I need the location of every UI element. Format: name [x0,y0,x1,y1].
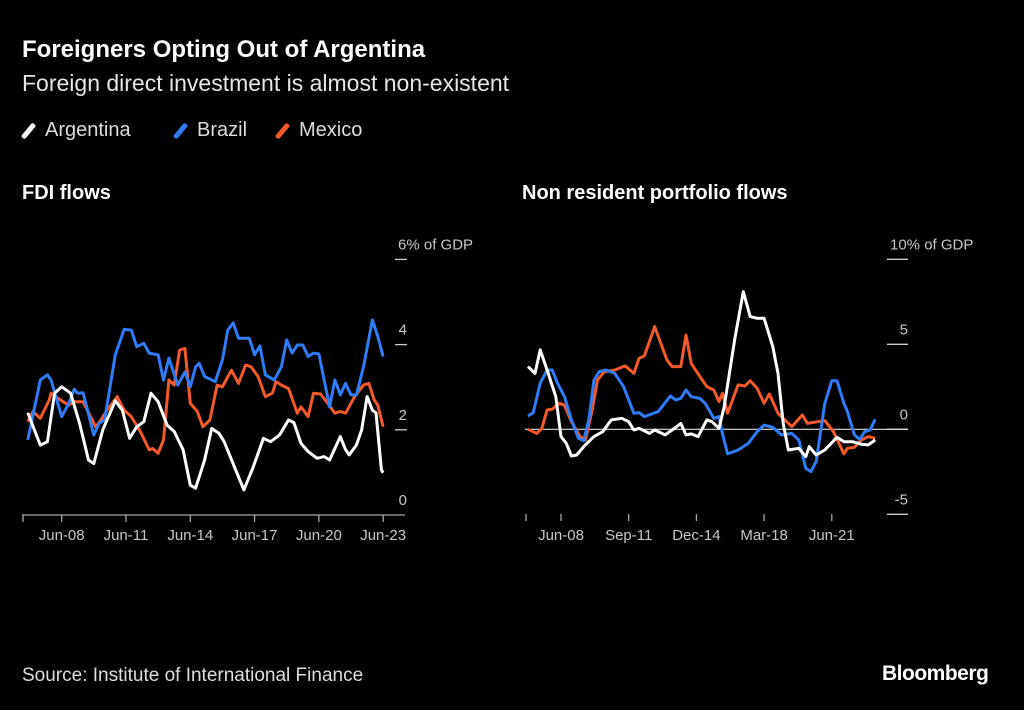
y-tick-label: 5 [900,321,908,338]
x-tick-label: Jun-23 [360,527,406,544]
series-line-brazil [26,318,385,441]
source-note: Source: Institute of International Finan… [22,665,364,686]
y-tick-label: 6% of GDP [398,236,473,253]
x-tick-label: Mar-18 [740,527,788,544]
bloomberg-logo: Bloomberg [882,662,989,685]
legend-label: Brazil [197,119,248,141]
x-tick-label: Jun-20 [296,527,342,544]
chart-title: Foreigners Opting Out of Argentina [22,36,426,63]
legend-label: Mexico [299,119,363,141]
x-tick-label: Dec-14 [672,527,720,544]
fdi-chart: 0 2 4 6% of GDP Jun-08 Jun-11 Jun-14 Jun-17 Jun-… [22,236,473,544]
legend-item-brazil: Brazil [172,119,248,142]
chart-subtitle: Foreign direct investment is almost non-… [22,70,510,96]
series-line-argentina [26,385,385,492]
series-line-mexico [527,325,876,456]
x-tick-label: Jun-08 [39,527,85,544]
fdi-chart-title: FDI flows [22,182,111,204]
x-tick-label: Jun-08 [538,527,584,544]
x-tick-label: Jun-14 [167,527,213,544]
y-tick-label: -5 [895,491,908,508]
legend-label: Argentina [45,119,131,141]
y-tick-label: 4 [399,322,407,339]
portfolio-chart: -5 0 5 10% of GDP Jun-08 Sep-11 Dec-14 Mar-18 Ju… [525,236,973,544]
x-tick-label: Sep-11 [605,527,652,544]
x-tick-label: Jun-21 [809,527,855,544]
x-tick-label: Jun-17 [232,527,278,544]
portfolio-chart-title: Non resident portfolio flows [522,182,788,204]
series-line-argentina [526,290,877,459]
y-tick-label: 2 [399,407,407,424]
legend-item-mexico: Mexico [274,119,363,142]
y-tick-label: 0 [900,406,908,423]
legend-item-argentina: Argentina [20,119,131,142]
x-tick-label: Jun-11 [104,527,149,544]
series-line-brazil [527,368,877,474]
y-tick-label: 0 [399,492,407,509]
y-tick-label: 10% of GDP [890,236,973,253]
